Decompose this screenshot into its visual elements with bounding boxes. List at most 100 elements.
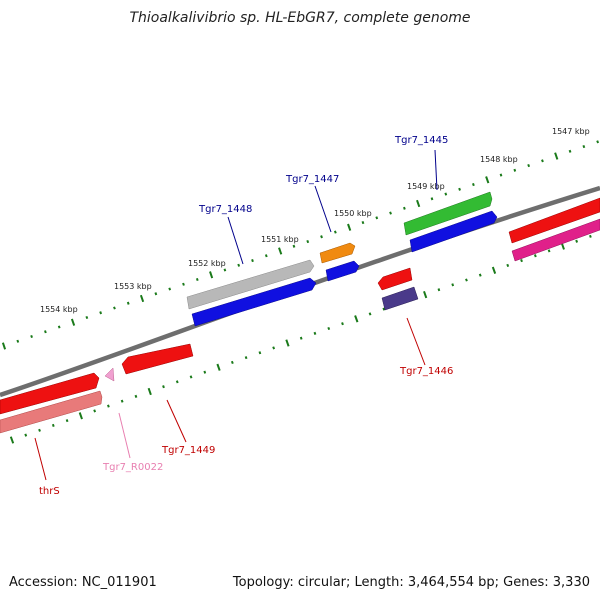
leader-tgr7-1447 — [314, 185, 332, 233]
label-tgr7-1449[interactable]: Tgr7_1449 — [161, 445, 215, 456]
scale-label-1550: 1550 kbp — [334, 209, 372, 218]
label-leaders — [34, 149, 438, 481]
major-tick — [9, 436, 15, 444]
major-tick — [416, 199, 421, 208]
label-tgr7-r0022[interactable]: Tgr7_R0022 — [102, 462, 163, 473]
minor-tick — [38, 428, 41, 432]
gene-magenta-right-edge[interactable] — [511, 218, 600, 262]
minor-tick — [465, 278, 468, 282]
minor-tick — [306, 239, 310, 244]
minor-tick — [472, 182, 475, 187]
minor-tick — [444, 192, 448, 196]
gene-thrs-shadow[interactable] — [0, 390, 103, 434]
forward-genes — [186, 191, 600, 327]
minor-tick — [113, 306, 116, 310]
leader-tgr7-1448 — [227, 216, 244, 265]
minor-tick — [230, 360, 234, 365]
scale-label-1548: 1548 kbp — [480, 155, 518, 164]
minor-tick — [189, 375, 193, 379]
minor-tick — [506, 263, 510, 268]
minor-tick — [264, 254, 268, 258]
minor-tick — [568, 149, 572, 153]
leader-tgr7-1449 — [166, 399, 187, 443]
gene-tgr7-1446-purple[interactable] — [381, 286, 419, 311]
scale-label-1551: 1551 kbp — [261, 235, 299, 244]
minor-tick — [258, 351, 262, 355]
minor-tick — [162, 385, 165, 389]
gene-tgr7-1448[interactable] — [191, 277, 317, 327]
gene-tgr7-1448-gray[interactable] — [186, 259, 315, 310]
minor-tick — [134, 394, 138, 398]
minor-tick — [382, 307, 386, 311]
minor-tick — [513, 168, 517, 172]
leader-tgr7-r0022 — [118, 412, 131, 459]
accession-text: Accession: NC_011901 — [9, 575, 157, 590]
gene-tgr7-1445[interactable] — [403, 191, 493, 236]
minor-tick — [30, 334, 33, 339]
outer-tick-marks — [1, 140, 600, 350]
minor-tick — [333, 230, 337, 234]
minor-tick — [168, 287, 172, 291]
map-title: Thioalkalivibrio sp. HL-EbGR7, complete … — [129, 10, 470, 26]
minor-tick — [361, 220, 365, 225]
minor-tick — [582, 144, 586, 149]
major-tick — [485, 176, 490, 184]
major-tick — [491, 266, 497, 274]
minor-tick — [527, 163, 531, 168]
minor-tick — [313, 331, 317, 335]
minor-tick — [437, 288, 441, 292]
major-tick — [278, 247, 283, 255]
major-tick — [209, 271, 214, 279]
label-tgr7-1446[interactable]: Tgr7_1446 — [399, 366, 453, 377]
gene-labels: Tgr7_1445 Tgr7_1447 Tgr7_1448 Tgr7_1446 … — [39, 135, 453, 497]
gene-thrs[interactable] — [0, 372, 100, 415]
gene-tgr7-1447[interactable] — [319, 242, 356, 264]
label-tgr7-1447[interactable]: Tgr7_1447 — [285, 174, 339, 185]
minor-tick — [99, 311, 103, 315]
minor-tick — [51, 423, 55, 428]
minor-tick — [320, 235, 323, 239]
minor-tick — [93, 409, 97, 413]
minor-tick — [596, 140, 600, 144]
minor-tick — [195, 277, 199, 282]
minor-tick — [16, 339, 20, 343]
minor-tick — [589, 234, 592, 238]
minor-tick — [368, 312, 372, 316]
scale-label-1549: 1549 kbp — [407, 182, 445, 191]
major-tick — [285, 339, 290, 347]
minor-tick — [533, 254, 537, 258]
gene-orf-blue-right[interactable] — [409, 210, 498, 253]
minor-tick — [375, 216, 379, 220]
leader-thrs — [34, 437, 47, 481]
minor-tick — [65, 419, 69, 423]
label-tgr7-1445[interactable]: Tgr7_1445 — [394, 135, 448, 146]
gene-tgr7-r0022[interactable] — [104, 367, 115, 382]
minor-tick — [182, 282, 185, 286]
gene-red-right-edge[interactable] — [508, 197, 600, 244]
gene-tgr7-1446[interactable] — [377, 267, 413, 291]
major-tick — [147, 387, 152, 396]
major-tick — [423, 290, 428, 299]
minor-tick — [107, 404, 110, 408]
minor-tick — [175, 380, 179, 384]
minor-tick — [458, 187, 461, 191]
minor-tick — [120, 399, 124, 403]
scale-label-1552: 1552 kbp — [188, 259, 226, 268]
gene-tgr7-1449[interactable] — [121, 343, 194, 375]
label-tgr7-1448[interactable]: Tgr7_1448 — [198, 204, 252, 215]
label-thrs[interactable]: thrS — [39, 486, 60, 497]
minor-tick — [292, 244, 296, 248]
minor-tick — [24, 433, 28, 437]
gene-orf-blue-small[interactable] — [325, 260, 360, 282]
minor-tick — [85, 315, 89, 320]
scale-labels: 1547 kbp 1548 kbp 1549 kbp 1550 kbp 1551… — [40, 127, 590, 314]
major-tick — [78, 412, 83, 420]
minor-tick — [541, 159, 544, 163]
genome-summary-text: Topology: circular; Length: 3,464,554 bp… — [232, 575, 590, 590]
minor-tick — [237, 263, 241, 267]
scale-label-1554: 1554 kbp — [40, 305, 78, 314]
scale-label-1553: 1553 kbp — [114, 282, 152, 291]
minor-tick — [223, 268, 227, 272]
minor-tick — [478, 273, 482, 277]
